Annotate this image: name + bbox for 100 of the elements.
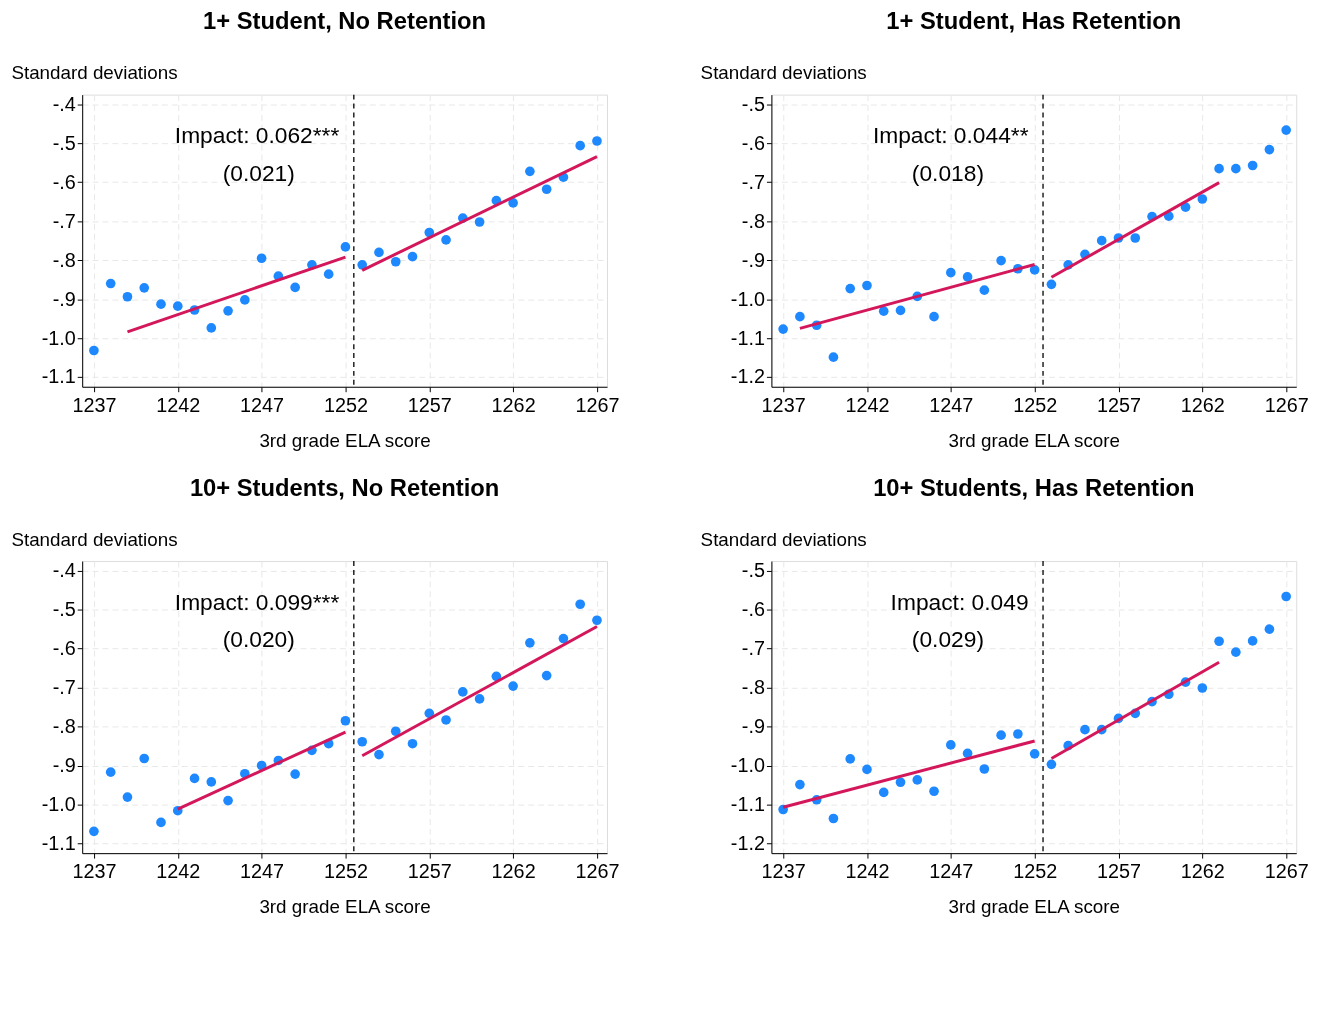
point [1029, 749, 1040, 759]
x-tick-label: 1242 [156, 860, 201, 883]
point [795, 779, 805, 790]
annotation: (0.021) [222, 159, 295, 186]
point [474, 694, 485, 704]
y-tick-label: -.5 [741, 559, 765, 582]
point [457, 687, 468, 697]
x-tick-label: 1252 [323, 860, 368, 883]
point [1231, 647, 1241, 657]
point [223, 305, 233, 316]
point [390, 726, 401, 737]
y-tick-label: -.9 [52, 753, 76, 776]
point [340, 715, 351, 726]
point [979, 285, 990, 295]
point [122, 291, 133, 302]
point [845, 283, 856, 294]
y-tick-label: -.6 [741, 598, 765, 621]
point [878, 787, 889, 798]
chart-title: 10+ Students, No Retention [189, 473, 500, 501]
point [929, 786, 939, 797]
y-tick-label: -1.1 [41, 365, 76, 388]
x-tick-label: 1267 [575, 860, 620, 883]
point [323, 269, 334, 280]
point [441, 715, 451, 725]
chart-title: 1+ Student, No Retention [203, 7, 487, 35]
y-tick-label: -.8 [741, 676, 765, 699]
point [1197, 683, 1208, 693]
x-tick-label: 1242 [845, 394, 890, 417]
point [828, 813, 839, 824]
x-tick-label: 1247 [929, 860, 974, 883]
point [592, 136, 602, 146]
point [929, 311, 939, 322]
y-tick-label: -1.2 [730, 831, 765, 854]
chart-title: 10+ Students, Has Retention [873, 473, 1195, 501]
y-tick-label: -.6 [52, 637, 76, 660]
y-axis-title: Standard deviations [700, 528, 867, 550]
point [357, 736, 368, 747]
point [1180, 202, 1191, 213]
point [996, 730, 1006, 740]
annotation: Impact: 0.062*** [174, 122, 340, 149]
point [508, 681, 518, 691]
y-tick-label: -.8 [741, 209, 765, 232]
point [1046, 279, 1057, 290]
y-tick-label: -1.1 [41, 831, 76, 854]
x-tick-label: 1242 [156, 394, 201, 417]
x-tick-label: 1257 [1096, 860, 1142, 883]
point [156, 299, 166, 309]
x-tick-label: 1252 [1013, 394, 1058, 417]
point [290, 769, 300, 779]
y-tick-label: -.8 [52, 248, 76, 271]
point [862, 280, 872, 291]
point [89, 345, 99, 356]
x-tick-label: 1247 [240, 860, 285, 883]
y-tick-label: -.7 [52, 209, 76, 232]
point [979, 764, 990, 774]
point [290, 282, 300, 293]
y-tick-label: -.6 [52, 170, 76, 193]
point [508, 198, 518, 208]
point [592, 615, 602, 626]
point [1247, 160, 1258, 171]
x-axis-title: 3rd grade ELA score [948, 429, 1120, 451]
x-tick-label: 1237 [761, 860, 806, 883]
y-tick-label: -1.1 [730, 792, 765, 815]
point [1214, 163, 1224, 174]
x-tick-label: 1267 [1264, 394, 1309, 417]
point [945, 267, 956, 278]
point [878, 306, 889, 317]
point [575, 140, 586, 151]
y-tick-label: -.7 [741, 637, 765, 660]
point [105, 278, 116, 289]
point [895, 777, 906, 788]
annotation: (0.018) [911, 159, 984, 186]
x-tick-label: 1247 [240, 394, 285, 417]
x-axis-title: 3rd grade ELA score [259, 896, 431, 918]
point [374, 749, 384, 760]
y-tick-label: -.7 [52, 676, 76, 699]
point [1214, 636, 1224, 647]
x-tick-label: 1262 [491, 394, 536, 417]
point [1080, 724, 1090, 735]
annotation: Impact: 0.099*** [174, 588, 340, 615]
x-tick-label: 1237 [761, 394, 806, 417]
y-tick-label: -.7 [741, 170, 765, 193]
point [189, 773, 200, 784]
annotation: Impact: 0.044** [872, 122, 1029, 149]
point [862, 764, 872, 775]
point [1264, 624, 1275, 635]
point [206, 777, 217, 787]
point [407, 251, 418, 262]
point [374, 247, 384, 258]
point [1046, 759, 1057, 770]
chart-title: 1+ Student, Has Retention [886, 7, 1182, 35]
x-axis-title: 3rd grade ELA score [948, 896, 1120, 918]
point [1264, 144, 1275, 155]
x-tick-label: 1257 [407, 394, 452, 417]
x-tick-label: 1267 [1264, 860, 1309, 883]
point [1281, 125, 1291, 135]
point [139, 283, 150, 293]
point [1013, 729, 1023, 739]
y-tick-label: -1.0 [730, 287, 765, 310]
point [172, 301, 183, 311]
